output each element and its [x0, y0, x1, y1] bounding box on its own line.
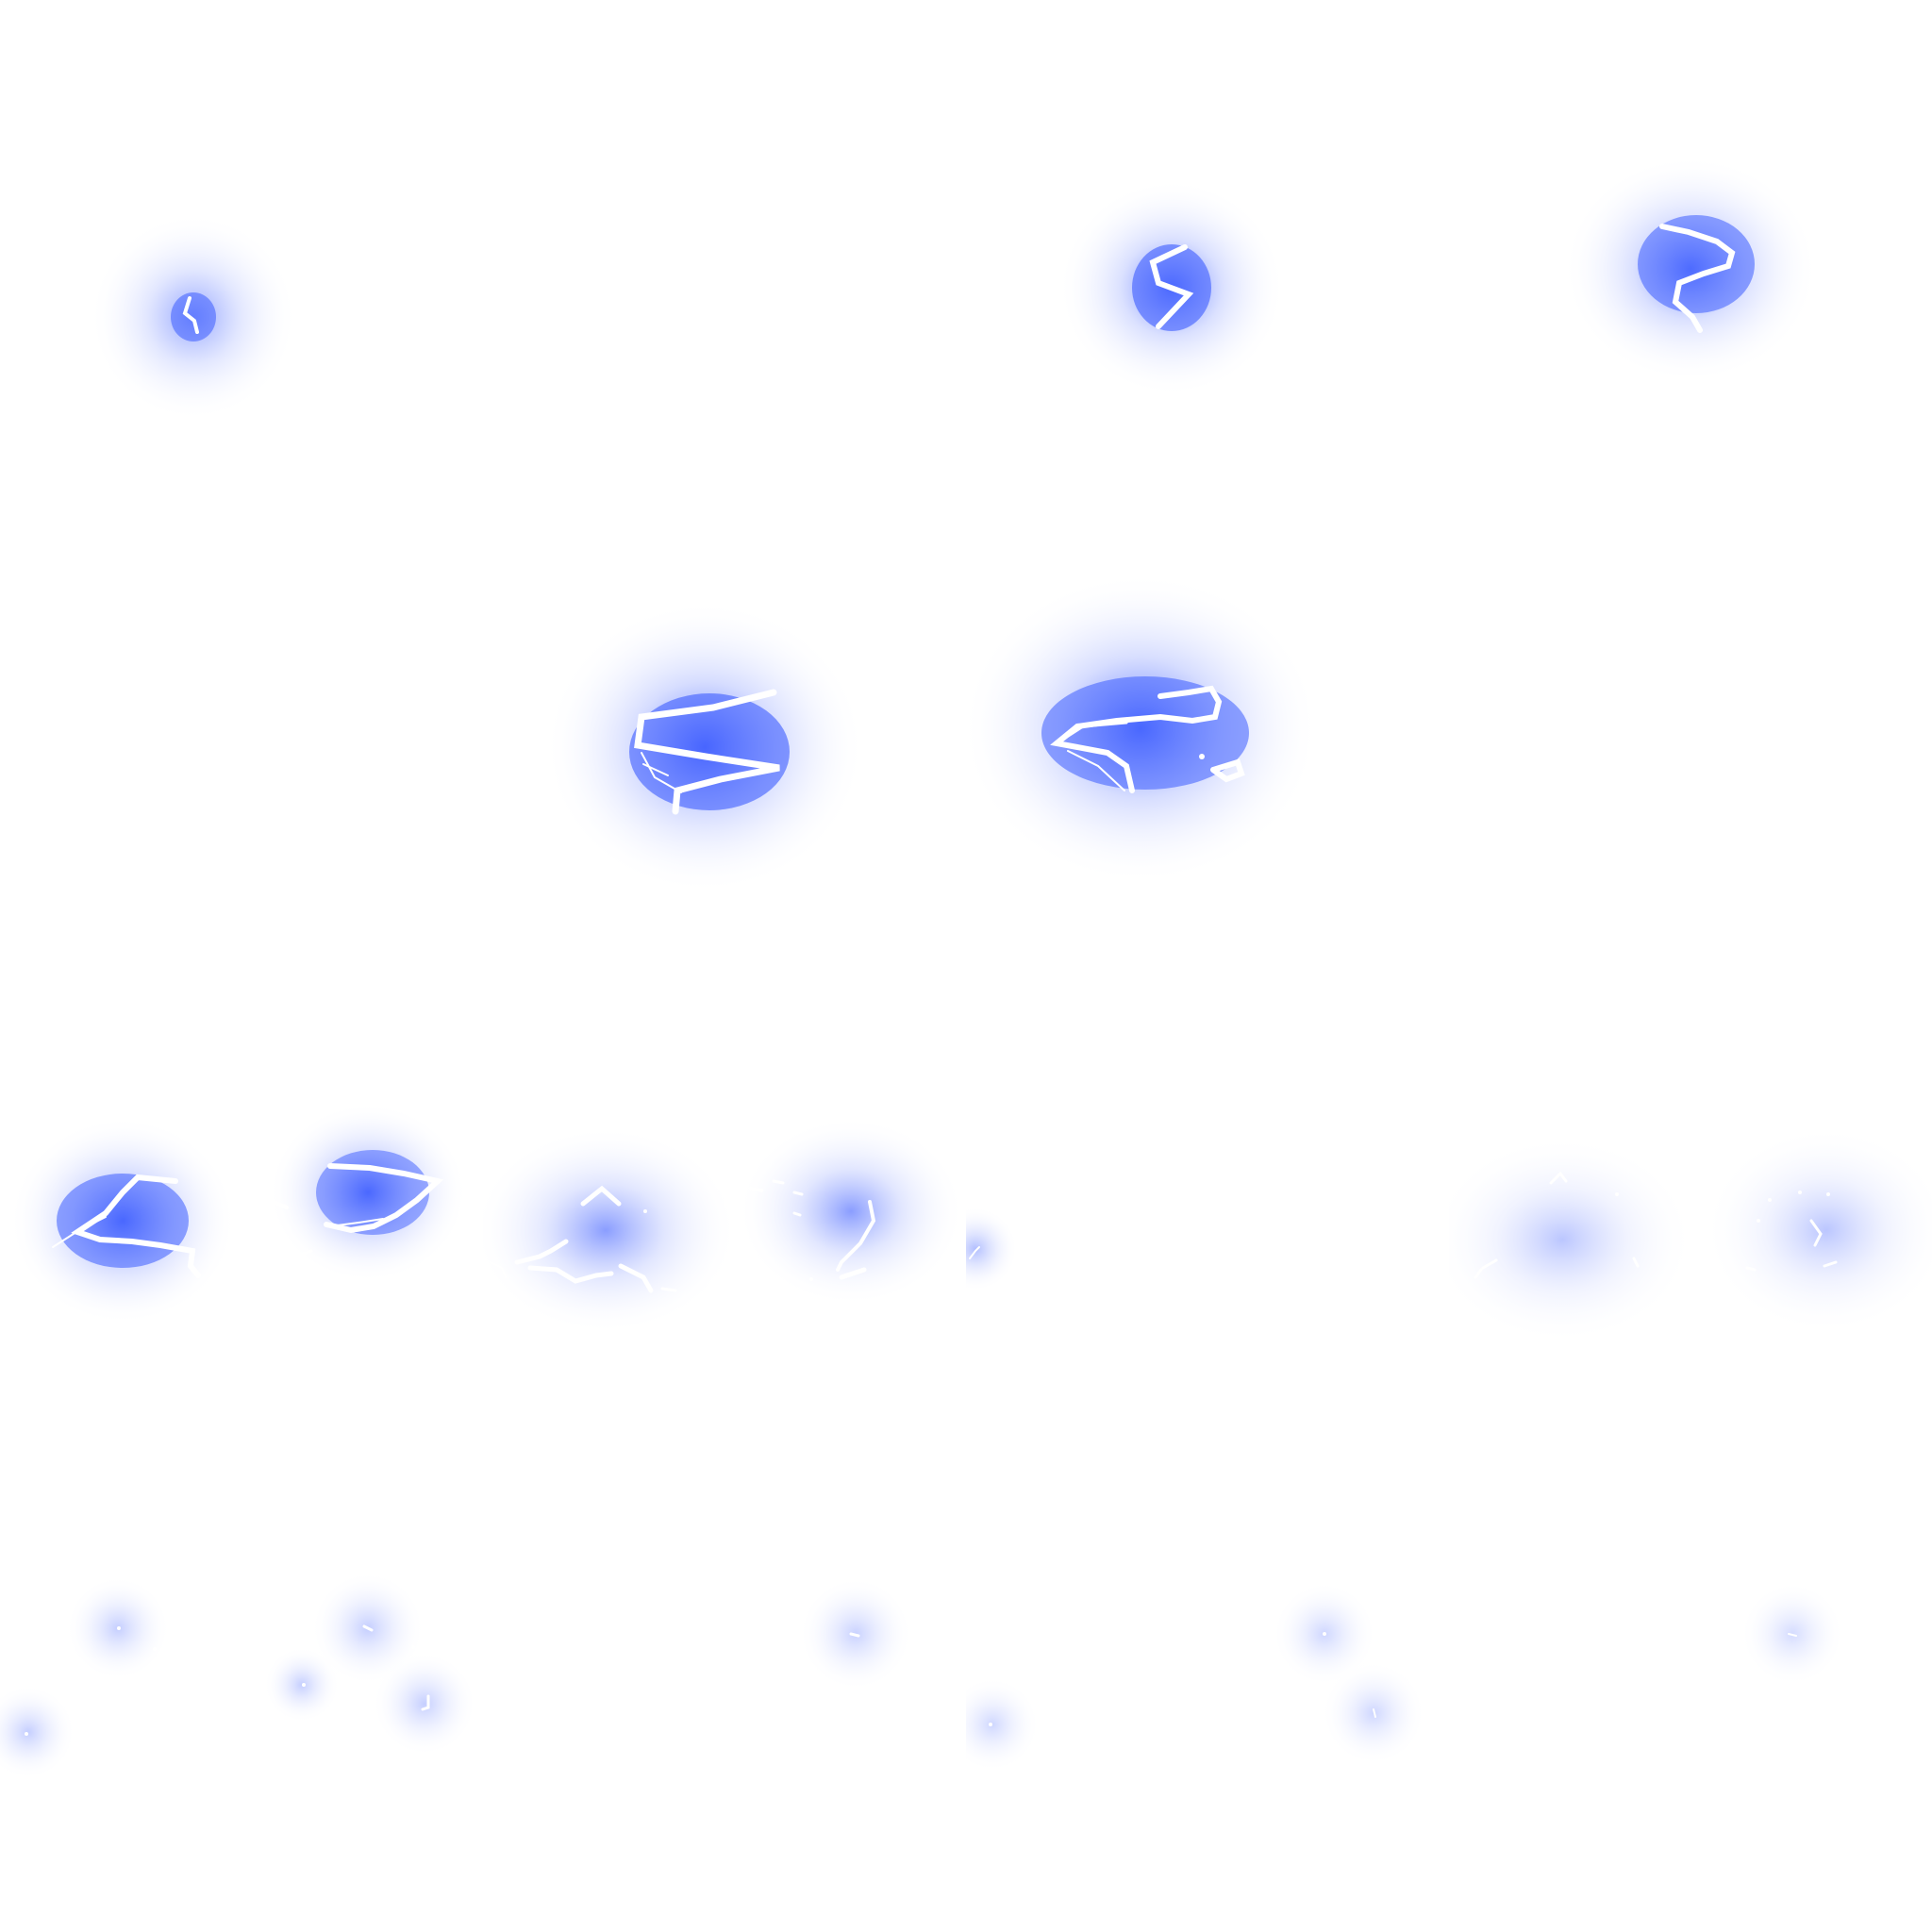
- lightning-fade-dot-icon: [799, 1577, 912, 1690]
- frame-6: [483, 483, 966, 966]
- frame-15: [966, 1449, 1449, 1932]
- empty-frame-icon: [0, 483, 483, 966]
- frame-11: [966, 966, 1449, 1449]
- lightning-burst-split-icon: [9, 1103, 467, 1324]
- frame-7: [966, 483, 1449, 966]
- empty-frame-icon: [1449, 483, 1932, 966]
- frame-1: [0, 0, 483, 483]
- lightning-fade-sparks-icon: [1449, 1126, 1932, 1343]
- frame-10: [483, 966, 966, 1449]
- frame-12: [1449, 966, 1932, 1449]
- lightning-fragment-faint-icon: [966, 1207, 1018, 1291]
- frame-4: [1449, 0, 1932, 483]
- frame-8: [1449, 483, 1932, 966]
- lightning-bolt-s-icon: [1058, 179, 1285, 396]
- lightning-fade-dots-faint-icon: [966, 1582, 1425, 1772]
- frame-9: [0, 966, 483, 1449]
- frame-3: [966, 0, 1449, 483]
- lightning-spark-tiny-icon: [90, 213, 297, 421]
- frame-16: [1449, 1449, 1932, 1932]
- frame-14: [483, 1449, 966, 1932]
- lightning-burst-scatter-icon: [483, 1117, 964, 1334]
- lightning-bolt-hook-icon: [1563, 156, 1818, 382]
- frame-13: [0, 1449, 483, 1932]
- lightning-fade-dots-icon: [0, 1572, 476, 1779]
- empty-frame-icon: [483, 0, 966, 483]
- lightning-fade-dot-last-icon: [1740, 1582, 1844, 1686]
- lightning-bolt-wide-icon: [966, 573, 1320, 884]
- frame-2: [483, 0, 966, 483]
- frame-5: [0, 483, 483, 966]
- lightning-bolt-z-icon: [544, 601, 865, 893]
